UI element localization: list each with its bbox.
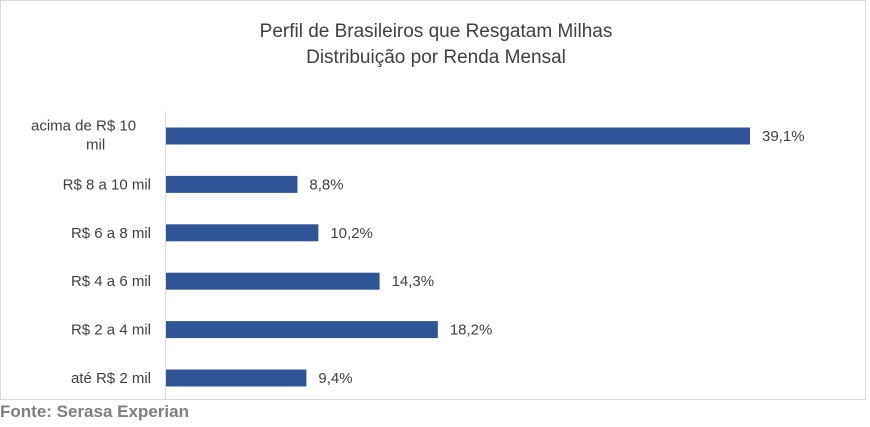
category-label-line: R$ 2 a 4 mil [71,322,151,339]
source-note: Fonte: Serasa Experian [0,402,189,421]
bar [166,175,298,193]
category-label-line: até R$ 2 mil [71,370,151,387]
chart-frame: Perfil de Brasileiros que Resgatam Milha… [0,0,866,400]
bar [166,224,319,242]
category-label: R$ 4 a 6 mil [71,273,151,290]
category-label-line: R$ 8 a 10 mil [63,176,151,193]
data-label: 10,2% [330,225,373,242]
category-label-line: R$ 6 a 8 mil [71,225,151,242]
chart-title: Perfil de Brasileiros que Resgatam Milha… [260,21,613,42]
data-label: 18,2% [450,322,493,339]
bar [166,369,307,387]
category-label: acima de R$ 10 mil [31,118,136,154]
category-label: até R$ 2 mil [71,370,151,387]
data-label: 14,3% [392,273,435,290]
data-label: 8,8% [309,176,343,193]
category-label: R$ 6 a 8 mil [71,225,151,242]
bar [166,321,438,339]
data-label: 39,1% [762,128,805,145]
category-label-line: acima de R$ 10 [31,118,136,135]
data-label: 9,4% [318,370,352,387]
bars-layer: 39,1% acima de R$ 10 mil 8,8% R$ 8 a 10 mil 1… [31,118,805,388]
chart-svg: Perfil de Brasileiros que Resgatam Milha… [31,21,805,399]
bar [166,127,750,145]
chart-subtitle: Distribuição por Renda Mensal [306,47,566,68]
category-label: R$ 8 a 10 mil [63,176,151,193]
bar [166,272,380,290]
category-label: R$ 2 a 4 mil [71,322,151,339]
category-label-line: R$ 4 a 6 mil [71,273,151,290]
category-label-line: mil [86,137,105,154]
